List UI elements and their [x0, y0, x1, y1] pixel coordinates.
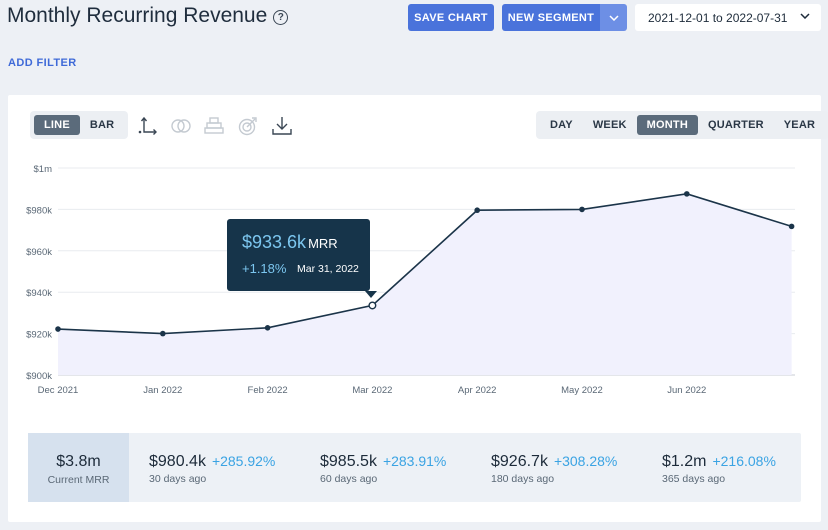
stat-value: $980.4k	[149, 453, 206, 470]
data-point	[684, 191, 690, 197]
period-week[interactable]: WEEK	[592, 119, 627, 131]
chart-type-line[interactable]: LINE	[34, 115, 80, 135]
compare-icon[interactable]	[169, 115, 193, 137]
y-tick-label: $1m	[34, 164, 53, 175]
data-point	[55, 326, 61, 332]
period-year[interactable]: YEAR	[783, 119, 816, 131]
chart-type-bar[interactable]: BAR	[89, 119, 115, 131]
y-tick-label: $900k	[26, 371, 52, 382]
current-mrr-value: $3.8m	[56, 453, 101, 470]
x-tick-label: Mar 2022	[352, 385, 392, 396]
chart-tooltip: $933.6k MRR +1.18% Mar 31, 2022	[227, 219, 377, 298]
new-segment-dropdown[interactable]	[600, 4, 627, 31]
axis-icon[interactable]	[136, 115, 160, 137]
chart-type-toggle: LINE BAR	[30, 111, 129, 139]
chevron-down-icon	[800, 13, 810, 19]
y-tick-label: $960k	[26, 247, 52, 258]
data-point	[264, 325, 271, 331]
stat-label: 30 days ago	[149, 473, 207, 485]
x-tick-label: Dec 2021	[38, 385, 79, 396]
goal-icon[interactable]	[236, 115, 260, 137]
x-tick-label: May 2022	[561, 385, 603, 396]
x-tick-label: Apr 2022	[458, 385, 497, 396]
data-point-highlighted	[368, 301, 377, 310]
add-filter-link[interactable]: ADD FILTER	[8, 57, 77, 69]
chevron-down-icon	[608, 14, 619, 21]
series-line	[57, 193, 792, 335]
data-point	[788, 223, 795, 230]
x-tick-label: Jan 2022	[143, 385, 182, 396]
period-day[interactable]: DAY	[550, 119, 573, 131]
y-tick-label: $980k	[26, 205, 52, 216]
download-icon[interactable]	[270, 115, 294, 137]
date-range-picker[interactable]: 2021-12-01 to 2022-07-31	[635, 4, 821, 31]
save-chart-button[interactable]: SAVE CHART	[408, 4, 494, 31]
date-range-value: 2021-12-01 to 2022-07-31	[648, 10, 788, 25]
current-mrr-label: Current MRR	[47, 474, 110, 486]
data-point	[579, 206, 585, 213]
stack-icon[interactable]	[202, 115, 226, 137]
page-title: Monthly Recurring Revenue ?	[7, 4, 289, 28]
y-tick-label: $920k	[26, 330, 52, 341]
tooltip-unit: MRR	[308, 236, 338, 251]
period-quarter[interactable]: QUARTER	[707, 119, 764, 131]
stat-value: $985.5k	[320, 453, 377, 470]
tooltip-date: Mar 31, 2022	[297, 263, 359, 275]
data-point	[160, 330, 166, 337]
stat-180-days: $926.7k +308.28% 180 days ago	[491, 453, 617, 485]
stat-change: +216.08%	[712, 453, 776, 469]
stat-change: +283.91%	[382, 453, 447, 469]
stat-change: +308.28%	[553, 453, 618, 469]
help-icon[interactable]: ?	[273, 9, 289, 25]
tooltip-value-amount: $933.6k	[242, 232, 307, 252]
stat-change: +285.92%	[211, 453, 276, 469]
stat-label: 365 days ago	[662, 473, 726, 485]
tooltip-value: $933.6k MRR	[242, 232, 338, 253]
tooltip-change: +1.18%	[242, 261, 287, 276]
stat-365-days: $1.2m +216.08% 365 days ago	[662, 453, 776, 485]
period-toggle: DAY WEEK MONTH QUARTER YEAR	[536, 111, 828, 139]
stat-60-days: $985.5k +283.91% 60 days ago	[320, 453, 446, 485]
stat-label: 60 days ago	[320, 473, 378, 485]
stat-label: 180 days ago	[491, 473, 555, 485]
mrr-line-chart: $900k $920k $940k $960k $980k $1m Dec 2021 Jan …	[26, 164, 795, 396]
y-tick-label: $940k	[26, 288, 52, 299]
summary-bar: $3.8m Current MRR $980.4k +285.92% 30 day…	[28, 433, 801, 502]
data-point	[474, 207, 481, 214]
series-area	[58, 193, 792, 375]
new-segment-button[interactable]: NEW SEGMENT	[502, 4, 600, 31]
stat-value: $1.2m	[662, 453, 707, 470]
page-title-text: Monthly Recurring Revenue	[7, 4, 268, 27]
current-mrr-tile: $3.8m Current MRR	[28, 433, 129, 502]
x-tick-label: Jun 2022	[667, 385, 706, 396]
period-month[interactable]: MONTH	[636, 115, 698, 135]
x-tick-label: Feb 2022	[248, 385, 288, 396]
stat-value: $926.7k	[491, 453, 548, 470]
stat-30-days: $980.4k +285.92% 30 days ago	[149, 453, 275, 485]
chart-card: LINE BAR DAY WEEK MONTH QUARTER YEAR $90…	[8, 95, 828, 522]
